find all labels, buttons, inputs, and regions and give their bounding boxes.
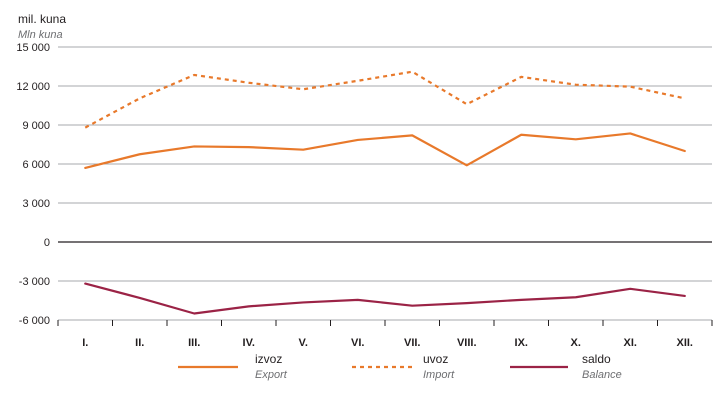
x-tick-label: IX. (515, 337, 528, 349)
y-unit-label: mil. kuna (18, 12, 66, 26)
x-tick-label: IV. (243, 337, 255, 349)
series-lines (85, 72, 685, 314)
legend: izvoz Export uvoz Import saldo Balance (178, 352, 622, 381)
y-tick-label: 0 (44, 237, 50, 249)
x-tick-label: XI. (624, 337, 637, 349)
legend-label-english: Import (423, 369, 455, 381)
y-axis-tick-labels: 15 000 12 000 9 000 6 000 3 000 0 -3 000 -6 000 (16, 42, 50, 327)
x-tick-label: VI. (351, 337, 364, 349)
y-tick-label: 15 000 (16, 42, 50, 54)
legend-label: uvoz (423, 352, 448, 366)
x-tick-label: X. (571, 337, 581, 349)
x-tick-label: II. (135, 337, 144, 349)
x-tick-label: VII. (404, 337, 421, 349)
x-tick-label: III. (188, 337, 200, 349)
series-line-saldo (85, 284, 685, 314)
x-axis-tick-labels: I. II. III. IV. V. VI. VII. VIII. IX. X. XI. XII. (82, 337, 693, 349)
y-tick-label: 9 000 (22, 120, 50, 132)
x-tick-label: XII. (676, 337, 693, 349)
y-tick-label: 3 000 (22, 198, 50, 210)
y-tick-label: 12 000 (16, 81, 50, 93)
legend-label-english: Export (255, 369, 288, 381)
legend-label: izvoz (255, 352, 282, 366)
x-tick-label: VIII. (457, 337, 477, 349)
series-line-uvoz (85, 72, 685, 128)
legend-label: saldo (582, 352, 611, 366)
x-tick-label: I. (82, 337, 88, 349)
y-tick-label: 6 000 (22, 159, 50, 171)
y-tick-label: -6 000 (19, 315, 50, 327)
series-line-izvoz (85, 133, 685, 167)
grid-lines (58, 47, 712, 326)
x-tick-label: V. (299, 337, 308, 349)
y-tick-label: -3 000 (19, 276, 50, 288)
y-unit-label-english: Mln kuna (18, 29, 63, 41)
legend-label-english: Balance (582, 369, 622, 381)
